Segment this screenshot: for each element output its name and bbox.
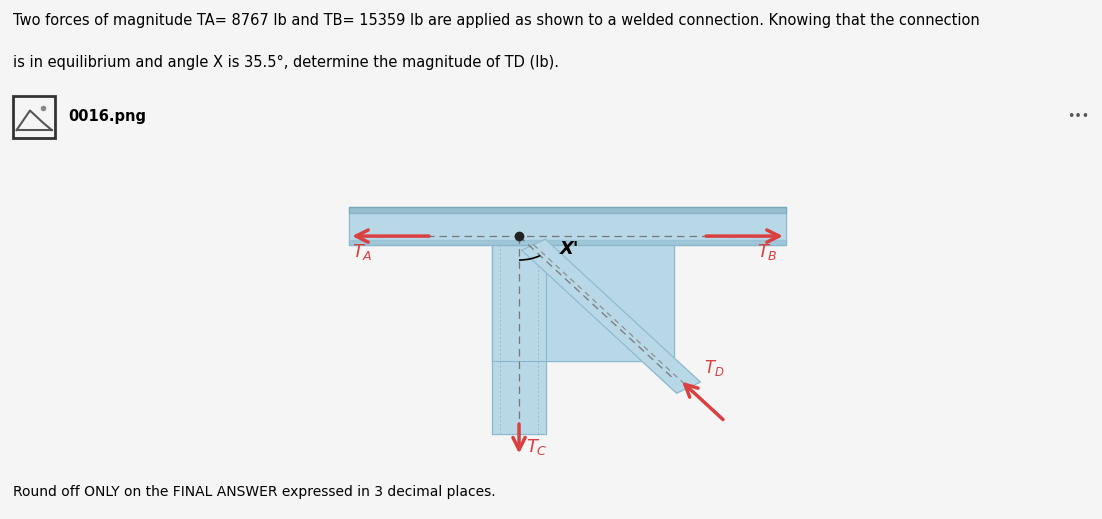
Polygon shape — [349, 240, 786, 245]
Polygon shape — [493, 245, 545, 434]
Polygon shape — [521, 239, 700, 393]
Polygon shape — [349, 208, 786, 213]
Text: $T_B$: $T_B$ — [757, 242, 778, 262]
Text: is in equilibrium and angle X is 35.5°, determine the magnitude of TD (lb).: is in equilibrium and angle X is 35.5°, … — [13, 54, 559, 70]
Text: Round off ONLY on the FINAL ANSWER expressed in 3 decimal places.: Round off ONLY on the FINAL ANSWER expre… — [13, 485, 496, 499]
Text: $T_D$: $T_D$ — [704, 359, 725, 378]
Text: $T_A$: $T_A$ — [352, 242, 372, 262]
Text: $T_C$: $T_C$ — [527, 436, 548, 457]
Text: X': X' — [560, 240, 580, 257]
Text: •••: ••• — [1067, 110, 1089, 124]
FancyBboxPatch shape — [13, 96, 55, 138]
Text: 0016.png: 0016.png — [68, 110, 147, 124]
Polygon shape — [493, 245, 674, 361]
Text: Two forces of magnitude TA= 8767 lb and TB= 15359 lb are applied as shown to a w: Two forces of magnitude TA= 8767 lb and … — [13, 13, 980, 28]
Polygon shape — [349, 208, 786, 245]
